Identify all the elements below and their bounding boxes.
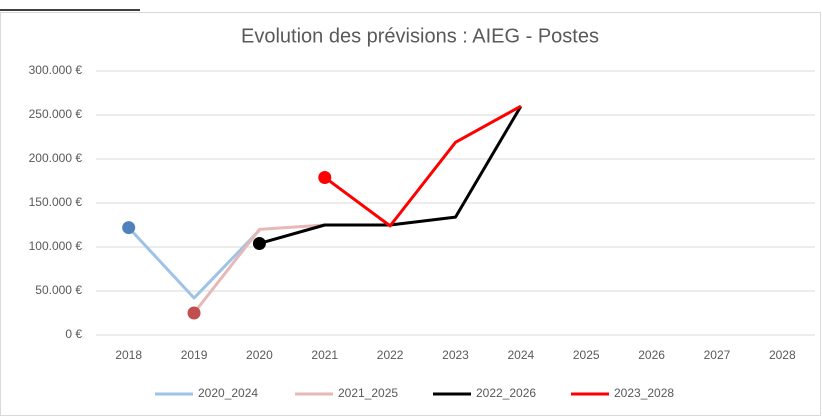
y-tick-label: 50.000 € [35,283,82,297]
x-tick-label: 2018 [115,348,142,362]
y-tick-label: 200.000 € [29,151,83,165]
legend-label: 2022_2026 [476,386,536,400]
x-tick-label: 2026 [638,348,665,362]
x-tick-label: 2025 [573,348,600,362]
x-tick-label: 2024 [508,348,535,362]
first-marker [252,236,266,250]
y-tick-label: 300.000 € [29,63,83,77]
x-tick-label: 2022 [377,348,404,362]
legend-label: 2021_2025 [338,386,398,400]
y-tick-label: 100.000 € [29,239,83,253]
y-tick-label: 150.000 € [29,195,83,209]
x-tick-label: 2019 [181,348,208,362]
chart-frame [0,12,821,416]
y-tick-label: 250.000 € [29,107,83,121]
x-tick-label: 2020 [246,348,273,362]
legend-label: 2023_2028 [614,386,674,400]
x-tick-label: 2027 [704,348,731,362]
series-line [192,223,325,314]
chart-title: Evolution des prévisions : AIEG - Postes [241,25,599,47]
x-tick-label: 2023 [442,348,469,362]
legend-label: 2020_2024 [198,386,258,400]
x-tick-label: 2028 [769,348,796,362]
first-marker [187,306,201,320]
series-line [323,104,522,228]
first-marker [318,170,332,184]
series-line [127,226,261,300]
y-tick-label: 0 € [65,327,82,341]
first-marker [122,221,136,235]
x-tick-label: 2021 [311,348,338,362]
